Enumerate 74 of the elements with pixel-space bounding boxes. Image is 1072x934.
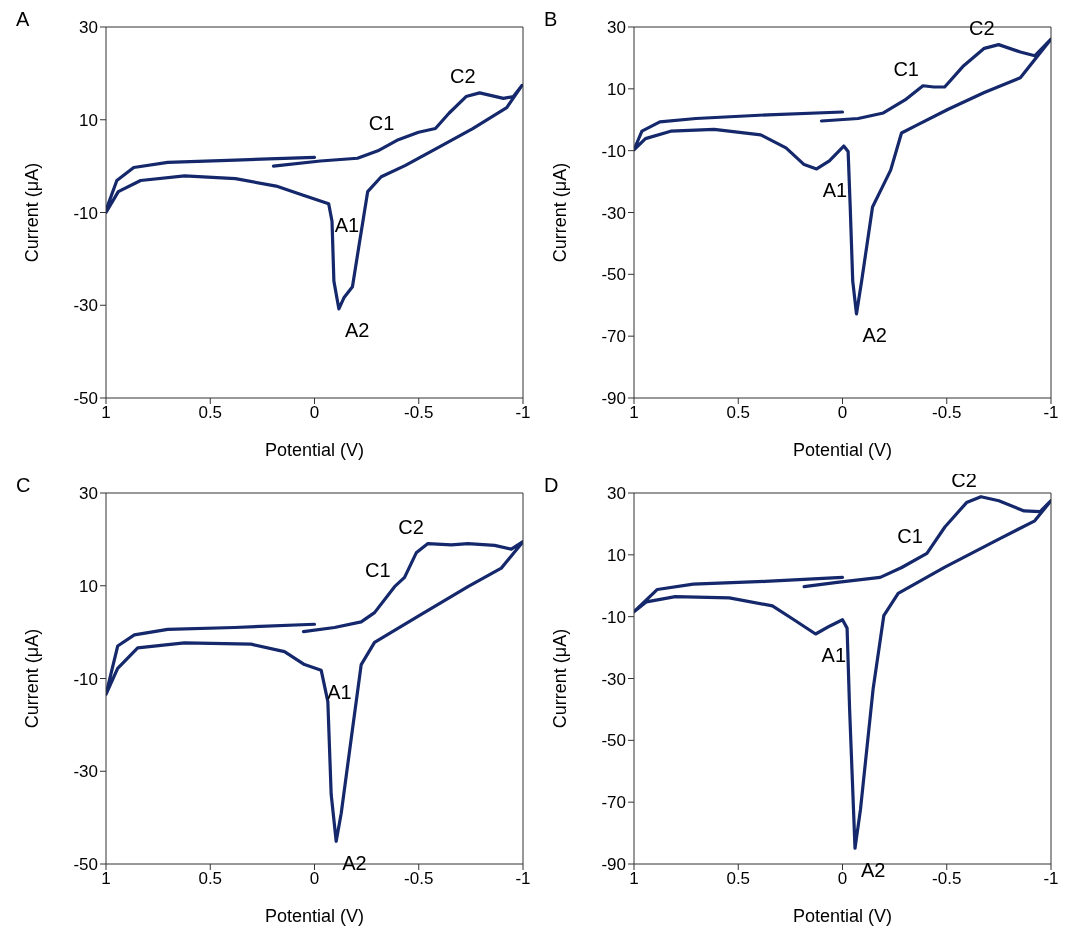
x-tick-label: -0.5 — [932, 869, 962, 889]
x-tick-label: -1 — [515, 403, 531, 423]
y-tick-label: -30 — [73, 296, 98, 316]
y-tick-label: -70 — [601, 793, 626, 813]
y-axis-title: Current (μA) — [22, 162, 43, 263]
x-axis-title: Potential (V) — [792, 906, 893, 926]
chart-title: B — [544, 8, 558, 31]
x-tick-label: 1 — [101, 869, 111, 889]
annotation: A2 — [344, 319, 370, 342]
annotation: C2 — [398, 515, 424, 538]
y-tick-label: -50 — [601, 731, 626, 751]
x-tick-label: 0.5 — [726, 869, 751, 889]
y-tick-label: -30 — [601, 669, 626, 689]
y-tick-label: -90 — [601, 855, 626, 875]
y-tick-label: 30 — [79, 18, 98, 38]
x-tick-label: -0.5 — [932, 403, 962, 423]
y-tick-label: -10 — [73, 669, 98, 689]
y-tick-label: -10 — [601, 141, 626, 161]
x-tick-label: 0 — [309, 869, 320, 889]
annotation: A2 — [342, 851, 367, 874]
y-tick-label: -30 — [73, 762, 98, 782]
annotation: A1 — [327, 680, 352, 703]
x-axis-title: Potential (V) — [264, 906, 365, 926]
y-tick-label: -10 — [601, 607, 626, 627]
annotation: C1 — [893, 57, 919, 80]
x-tick-label: 0 — [309, 403, 320, 423]
y-tick-label: 10 — [607, 545, 626, 565]
chart-title: D — [544, 474, 559, 497]
chart-title: C — [16, 474, 31, 497]
annotation: C1 — [368, 111, 395, 134]
chart-title: A — [16, 8, 30, 31]
line-series — [106, 83, 523, 311]
annotation: A1 — [334, 214, 360, 237]
y-tick-label: -50 — [73, 855, 98, 875]
x-tick-label: -1 — [1043, 869, 1059, 889]
x-tick-label: 1 — [629, 403, 639, 423]
y-tick-label: -50 — [601, 265, 626, 285]
y-axis-title: Current (μA) — [22, 628, 43, 729]
x-tick-label: 1 — [629, 869, 639, 889]
y-axis-title: Current (μA) — [550, 162, 571, 263]
x-tick-label: -1 — [1043, 403, 1059, 423]
annotation: C2 — [450, 64, 476, 87]
y-tick-label: -70 — [601, 327, 626, 347]
y-tick-label: 10 — [607, 79, 626, 99]
y-tick-label: 10 — [79, 110, 98, 130]
y-tick-label: 30 — [607, 484, 626, 504]
y-tick-label: 30 — [79, 484, 98, 504]
x-tick-label: -1 — [515, 869, 531, 889]
y-tick-label: -90 — [601, 389, 626, 409]
y-tick-label: -10 — [73, 203, 98, 223]
x-tick-label: 0.5 — [198, 869, 223, 889]
x-axis-title: Potential (V) — [264, 440, 365, 460]
y-tick-label: -50 — [73, 389, 98, 409]
x-tick-label: 0.5 — [726, 403, 751, 423]
line-series — [634, 37, 1051, 316]
y-tick-label: 30 — [607, 18, 626, 38]
annotation: A1 — [821, 644, 847, 667]
annotation: A1 — [822, 179, 848, 202]
annotation: A2 — [861, 858, 886, 881]
y-tick-label: 10 — [79, 576, 98, 596]
annotation: C2 — [969, 16, 995, 39]
x-axis-title: Potential (V) — [792, 440, 893, 460]
annotation: C1 — [364, 558, 391, 581]
x-tick-label: -0.5 — [404, 869, 434, 889]
x-tick-label: 1 — [101, 403, 111, 423]
x-tick-label: 0 — [837, 403, 848, 423]
line-series — [106, 540, 523, 843]
annotation: A2 — [862, 324, 887, 347]
annotation: C1 — [897, 525, 923, 548]
x-tick-label: 0.5 — [198, 403, 223, 423]
y-tick-label: -30 — [601, 203, 626, 223]
y-axis-title: Current (μA) — [550, 628, 571, 729]
x-tick-label: 0 — [837, 869, 848, 889]
x-tick-label: -0.5 — [404, 403, 434, 423]
